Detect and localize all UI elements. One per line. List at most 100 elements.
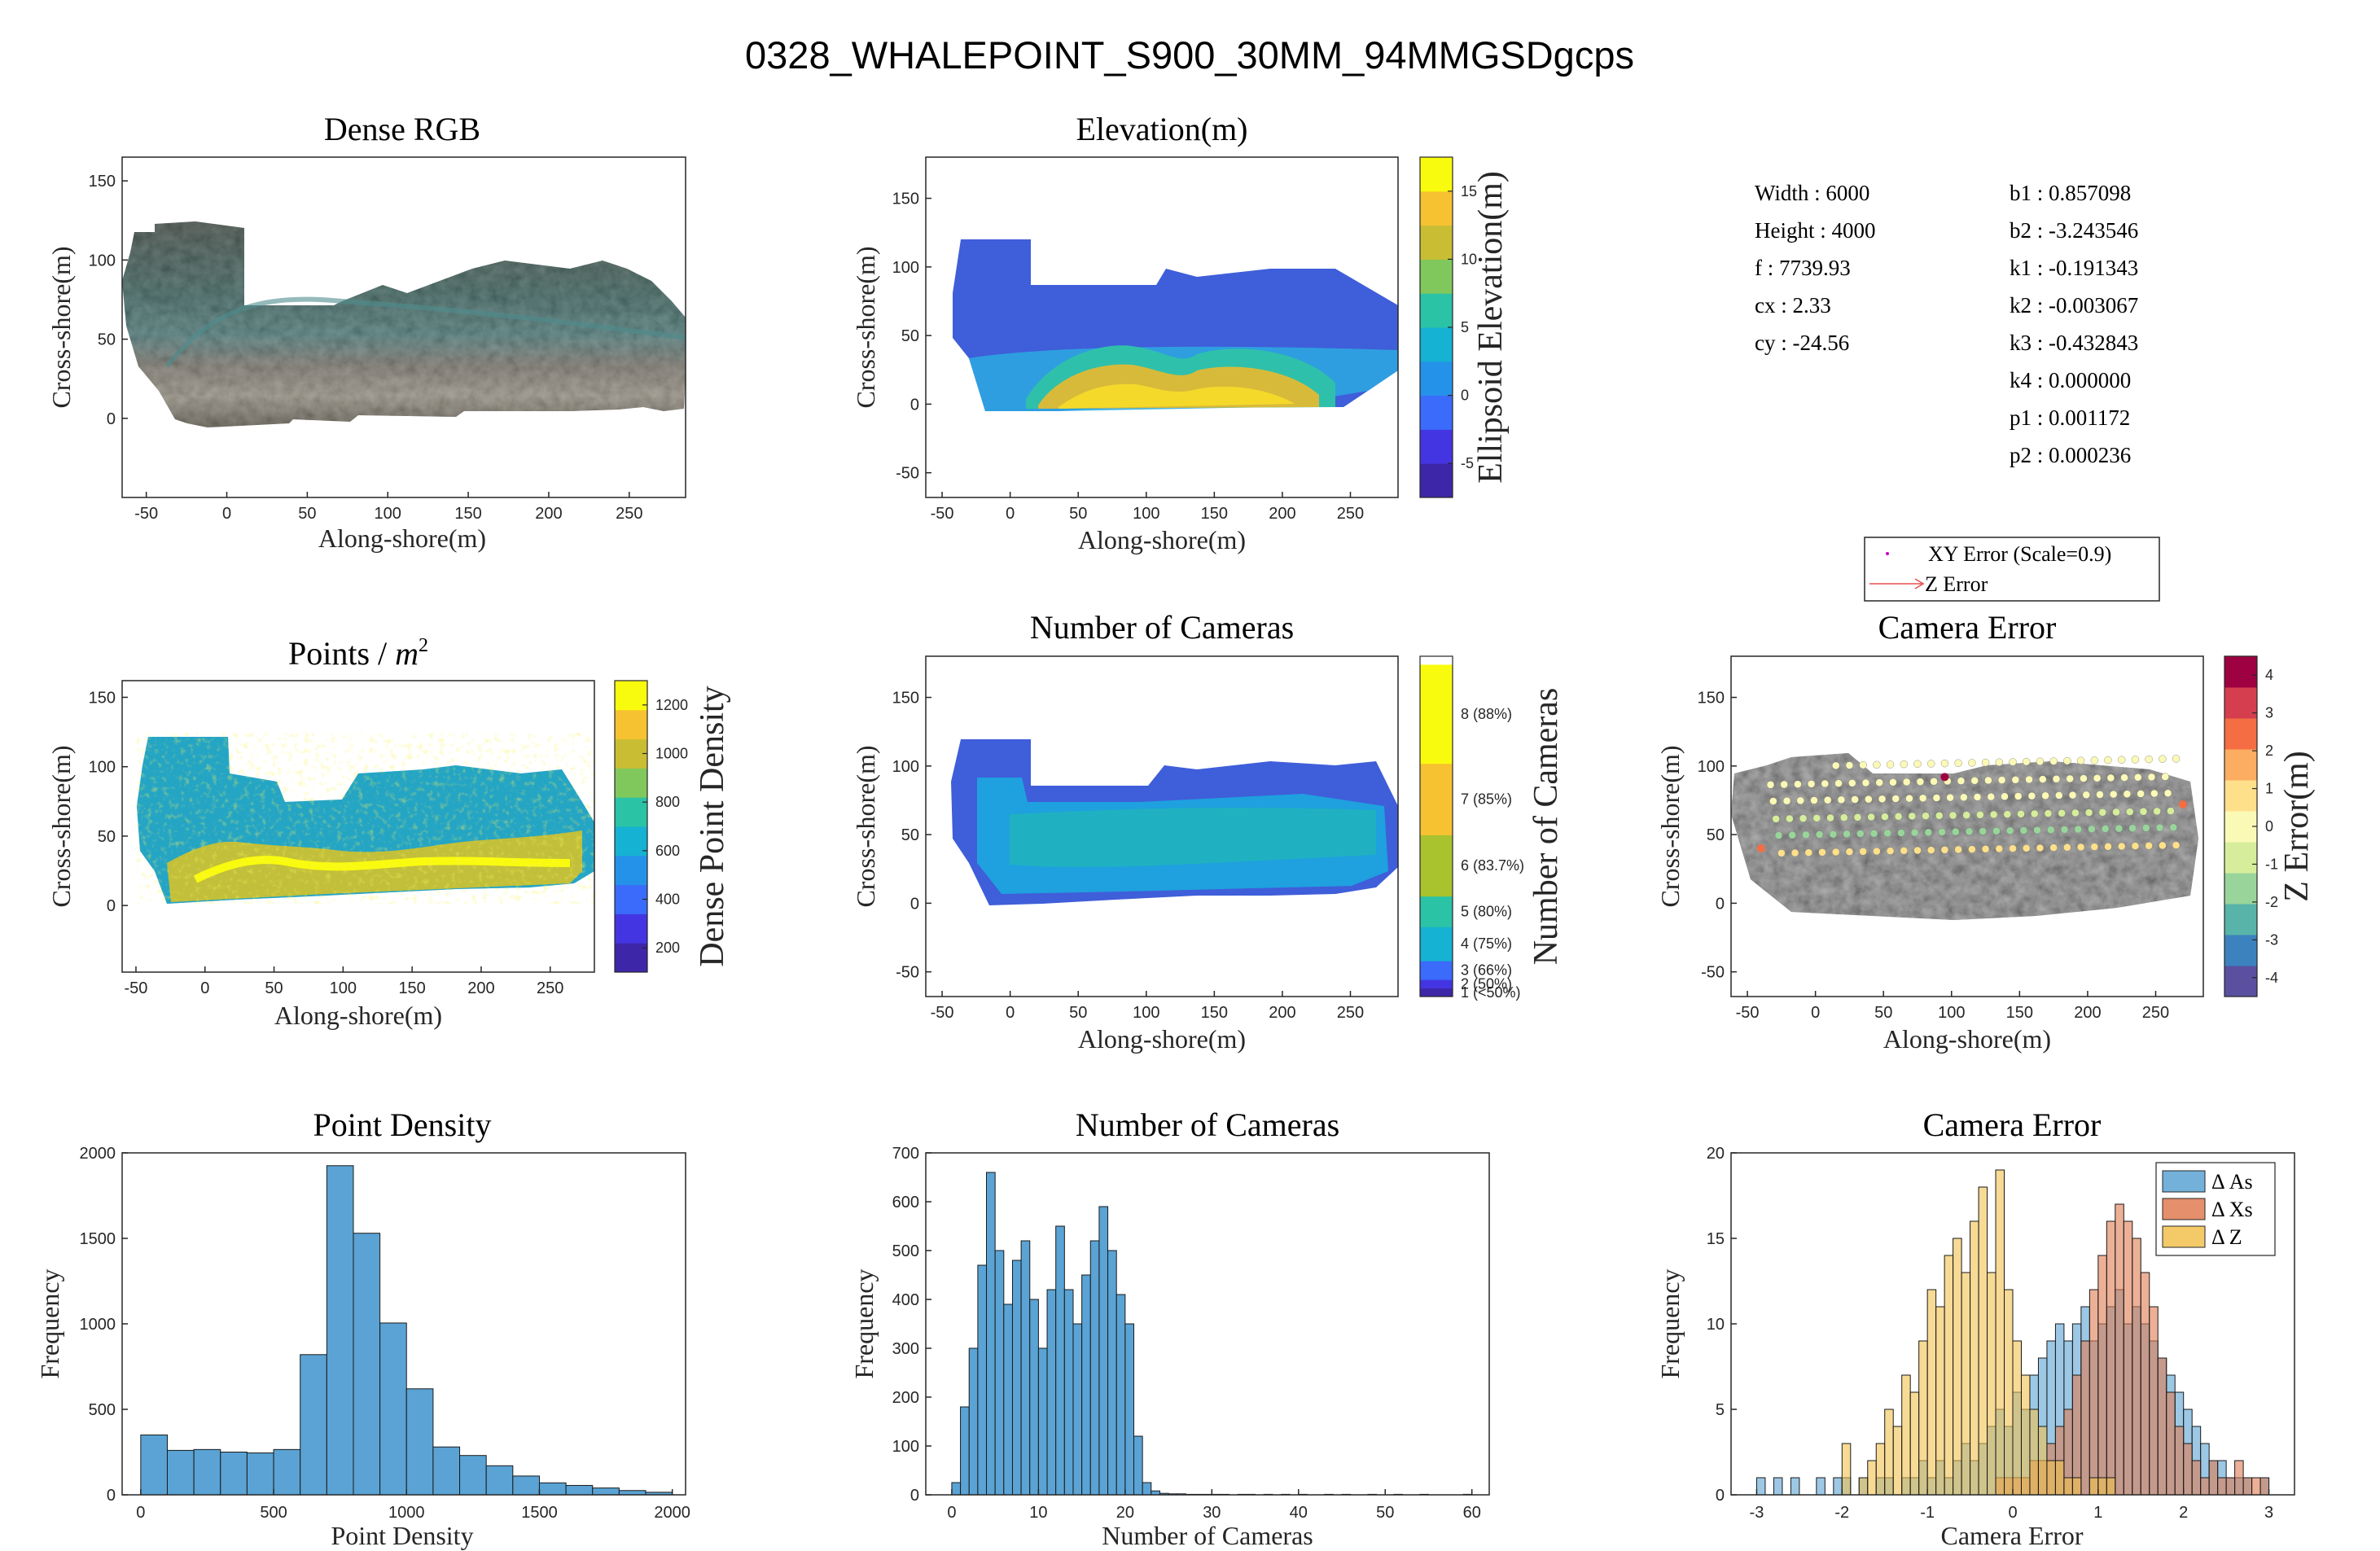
camera-error-marker [2123, 790, 2132, 798]
point-density-hist-bar [166, 1449, 195, 1496]
camera-error-hist-bar [2106, 1477, 2116, 1496]
camera-error-marker [1774, 831, 1783, 839]
camera-error-marker [1894, 813, 1903, 821]
camera-error-marker [2005, 826, 2014, 835]
camera-error-colorbar-swatch [2224, 811, 2257, 843]
elevation-ytick-label: -50 [896, 465, 919, 483]
camera-error-hist-bar [1909, 1391, 1920, 1496]
num-cameras-hist-ytick-label: 400 [892, 1291, 919, 1309]
cameras-colorbar-swatch [1420, 835, 1453, 897]
points-density-xtick-label: 0 [200, 979, 209, 997]
camera-error-marker [1867, 813, 1875, 822]
num-cameras-hist-xtick-label: 40 [1290, 1504, 1308, 1522]
cameras-map-xtick-label: -50 [931, 1004, 954, 1022]
camera-error-map-ytick-label: 50 [1707, 826, 1725, 844]
camera-error-marker [2060, 826, 2069, 834]
camera-error-marker [1777, 849, 1786, 857]
camera-error-hist-bar [2106, 1220, 2116, 1496]
camera-error-marker [2131, 842, 2140, 850]
point-density-hist-xtick-label: 0 [136, 1504, 145, 1522]
camera-error-marker [1979, 827, 1987, 835]
camera-error-marker [1782, 796, 1791, 805]
camera-error-marker [1886, 847, 1895, 855]
elevation-colorbar-tick-label: 5 [1461, 319, 1469, 335]
camera-error-hist-bar [2004, 1289, 2014, 1496]
points-density-colorbar-tick-label: 800 [655, 794, 680, 810]
camera-error-colorbar-tick-label: 1 [2265, 781, 2273, 797]
cameras-map-panel: Number of Cameras -50 0 50 100 150 200 250 -50 0… [851, 609, 1565, 1054]
num-cameras-hist-xtick-label: 20 [1116, 1504, 1134, 1522]
point-density-hist-ytick-label: 500 [89, 1401, 116, 1419]
camera-error-marker [1810, 796, 1818, 804]
dense-rgb-ytick-label: 100 [89, 252, 116, 269]
camera-error-hist-bar [2012, 1340, 2022, 1496]
points-density-ylabel: Cross-shore(m) [46, 745, 76, 907]
elevation-colorbar: -5 0 5 10 15 [1419, 156, 1477, 498]
cameras-map-xtick-label: 100 [1133, 1004, 1159, 1022]
camera-error-marker [1987, 792, 1995, 801]
num-cameras-hist-bar [1046, 1289, 1057, 1496]
camera-error-marker [2019, 826, 2028, 835]
camera-error-marker [2109, 790, 2118, 799]
camera-error-marker [2036, 757, 2045, 765]
camera-error-marker [1940, 759, 1949, 768]
camera-error-colorbar-tick-label: -1 [2265, 856, 2278, 872]
num-cameras-hist-bar [1072, 1323, 1083, 1496]
camera-error-marker [1881, 813, 1889, 821]
camera-error-marker [1897, 829, 1905, 837]
camera-error-marker [2011, 776, 2020, 784]
camera-error-marker [1910, 828, 1919, 837]
num-cameras-hist-ytick-label: 200 [892, 1389, 919, 1407]
camera-error-hist-bar [2157, 1357, 2167, 1496]
camera-error-marker [2025, 775, 2033, 784]
camera-error-hist-bar [2174, 1426, 2185, 1496]
cameras-map-ylabel: Cross-shore(m) [851, 745, 880, 907]
camera-error-hist-ylabel: Frequency [1655, 1268, 1685, 1378]
point-density-hist-panel: Point Density 0 500 1000 1500 2000 0 500 1000 15… [35, 1106, 690, 1550]
camera-error-hist-bar [1875, 1443, 1886, 1496]
num-cameras-hist-xtick-label: 60 [1463, 1504, 1481, 1522]
elevation-colorbar-swatch [1420, 157, 1453, 192]
camera-error-hist-bar [2242, 1477, 2253, 1496]
camera-error-marker [2066, 774, 2074, 783]
camera-param-right: b1 : 0.857098 [2010, 181, 2131, 205]
camera-error-marker [1916, 778, 1925, 786]
num-cameras-hist-xlabel: Number of Cameras [1102, 1521, 1313, 1550]
points-density-colorbar-tick-label: 400 [655, 892, 680, 908]
num-cameras-hist-xtick-label: 30 [1203, 1504, 1221, 1522]
camera-error-marker [1905, 794, 1913, 803]
camera-error-colorbar-tick-label: 3 [2265, 705, 2273, 721]
camera-param-right: b2 : -3.243546 [2010, 218, 2138, 243]
points-density-xtick-label: 250 [537, 979, 563, 997]
camera-error-hist-xtick-label: -1 [1920, 1504, 1935, 1522]
camera-error-hist-xtick-label: 3 [2264, 1504, 2273, 1522]
camera-error-marker [2017, 810, 2025, 818]
camera-error-map-xtick-label: 100 [1938, 1004, 1965, 1022]
camera-error-hist-title: Camera Error [1923, 1106, 2102, 1143]
point-density-hist-bar [565, 1484, 594, 1496]
z-error-legend-label: Z Error [1925, 572, 1988, 596]
dense-rgb-xtick-label: -50 [134, 505, 158, 523]
camera-error-marker [2145, 842, 2153, 850]
camera-error-hist-ytick-label: 10 [1707, 1316, 1725, 1334]
camera-error-marker [2063, 843, 2071, 852]
camera-error-map-axes [1730, 655, 2204, 997]
cameras-map-title: Number of Cameras [1030, 609, 1294, 646]
camera-error-marker [1756, 843, 1765, 852]
num-cameras-hist-bar [986, 1172, 996, 1496]
elevation-colorbar-swatch [1420, 429, 1453, 464]
camera-error-hist-bar [2097, 1255, 2107, 1496]
camera-error-marker [1938, 828, 1946, 836]
dense-rgb-ylabel: Cross-shore(m) [46, 246, 76, 408]
point-density-hist-bar [512, 1475, 540, 1496]
camera-error-marker [1804, 848, 1812, 857]
camera-error-marker [1948, 811, 1957, 820]
camera-error-colorbar-swatch [2224, 749, 2257, 781]
points-density-colorbar-label: Dense Point Density [694, 686, 731, 966]
num-cameras-hist-bar [1098, 1206, 1109, 1496]
elevation-colorbar-swatch [1420, 361, 1453, 397]
camera-error-marker [1992, 826, 2001, 835]
camera-param-right: p1 : 0.001172 [2010, 405, 2130, 430]
num-cameras-hist-bar [1115, 1294, 1126, 1496]
point-density-hist-bar [246, 1452, 274, 1496]
